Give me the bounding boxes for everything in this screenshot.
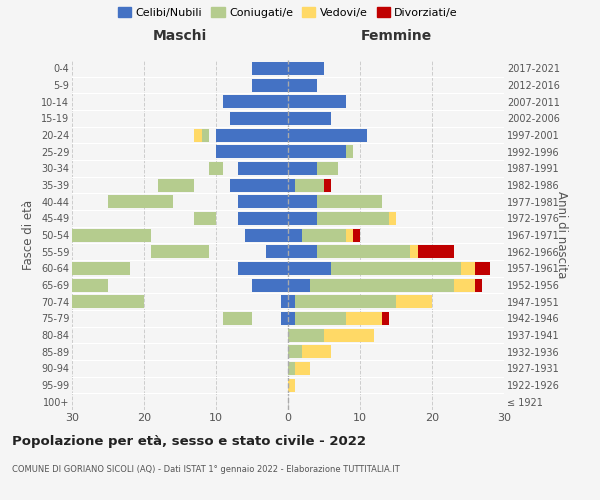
Bar xyxy=(281,312,288,325)
Bar xyxy=(324,328,374,342)
Bar xyxy=(288,128,367,141)
Bar xyxy=(389,212,396,225)
Bar xyxy=(454,278,475,291)
Bar xyxy=(288,162,317,175)
Bar xyxy=(7,295,144,308)
Bar xyxy=(223,95,288,108)
Bar xyxy=(180,178,187,192)
Bar xyxy=(288,378,295,392)
Bar xyxy=(317,245,410,258)
Bar xyxy=(288,362,295,375)
Text: COMUNE DI GORIANO SICOLI (AQ) - Dati ISTAT 1° gennaio 2022 - Elaborazione TUTTIT: COMUNE DI GORIANO SICOLI (AQ) - Dati IST… xyxy=(12,465,400,474)
Bar xyxy=(475,278,482,291)
Bar xyxy=(288,145,346,158)
Bar xyxy=(58,228,151,241)
Bar xyxy=(288,312,295,325)
Bar xyxy=(245,228,288,241)
Bar xyxy=(382,312,389,325)
Legend: Celibi/Nubili, Coniugati/e, Vedovi/e, Divorziati/e: Celibi/Nubili, Coniugati/e, Vedovi/e, Di… xyxy=(113,2,463,22)
Bar xyxy=(22,262,130,275)
Bar xyxy=(238,212,288,225)
Bar xyxy=(288,262,331,275)
Bar xyxy=(346,145,353,158)
Bar xyxy=(324,178,331,192)
Bar xyxy=(0,278,108,291)
Bar xyxy=(310,278,454,291)
Y-axis label: Fasce di età: Fasce di età xyxy=(22,200,35,270)
Y-axis label: Anni di nascita: Anni di nascita xyxy=(555,192,568,278)
Bar xyxy=(288,278,310,291)
Bar xyxy=(202,128,209,141)
Bar xyxy=(288,328,324,342)
Bar xyxy=(223,312,252,325)
Bar xyxy=(288,345,302,358)
Bar xyxy=(194,212,216,225)
Bar xyxy=(216,145,288,158)
Bar xyxy=(238,262,288,275)
Bar xyxy=(252,62,288,75)
Bar xyxy=(281,295,288,308)
Bar xyxy=(288,195,317,208)
Bar xyxy=(79,278,94,291)
Bar xyxy=(288,178,295,192)
Bar xyxy=(288,295,295,308)
Bar xyxy=(151,245,209,258)
Text: Maschi: Maschi xyxy=(153,28,207,42)
Bar xyxy=(230,112,288,125)
Text: Popolazione per età, sesso e stato civile - 2022: Popolazione per età, sesso e stato civil… xyxy=(12,435,366,448)
Bar xyxy=(288,228,302,241)
Bar xyxy=(295,295,396,308)
Bar xyxy=(108,195,173,208)
Bar xyxy=(331,262,461,275)
Bar xyxy=(317,195,382,208)
Bar xyxy=(115,295,130,308)
Bar xyxy=(295,312,346,325)
Bar xyxy=(317,212,389,225)
Bar xyxy=(216,128,288,141)
Bar xyxy=(288,212,317,225)
Bar xyxy=(475,262,490,275)
Bar xyxy=(410,245,418,258)
Bar xyxy=(238,312,245,325)
Bar xyxy=(288,78,317,92)
Bar xyxy=(288,62,324,75)
Bar xyxy=(346,312,382,325)
Bar xyxy=(396,295,432,308)
Bar xyxy=(194,128,202,141)
Bar xyxy=(288,112,331,125)
Bar xyxy=(288,245,317,258)
Bar xyxy=(418,245,454,258)
Bar xyxy=(252,78,288,92)
Bar xyxy=(288,95,346,108)
Bar xyxy=(144,195,158,208)
Bar xyxy=(295,178,324,192)
Bar xyxy=(461,262,475,275)
Bar xyxy=(252,278,288,291)
Bar xyxy=(353,228,360,241)
Bar xyxy=(317,162,338,175)
Bar xyxy=(302,345,331,358)
Bar xyxy=(209,162,223,175)
Bar xyxy=(230,178,288,192)
Bar xyxy=(302,228,346,241)
Bar xyxy=(266,245,288,258)
Text: Femmine: Femmine xyxy=(361,28,431,42)
Bar xyxy=(346,228,353,241)
Bar xyxy=(238,195,288,208)
Bar xyxy=(158,178,194,192)
Bar xyxy=(295,362,310,375)
Bar xyxy=(238,162,288,175)
